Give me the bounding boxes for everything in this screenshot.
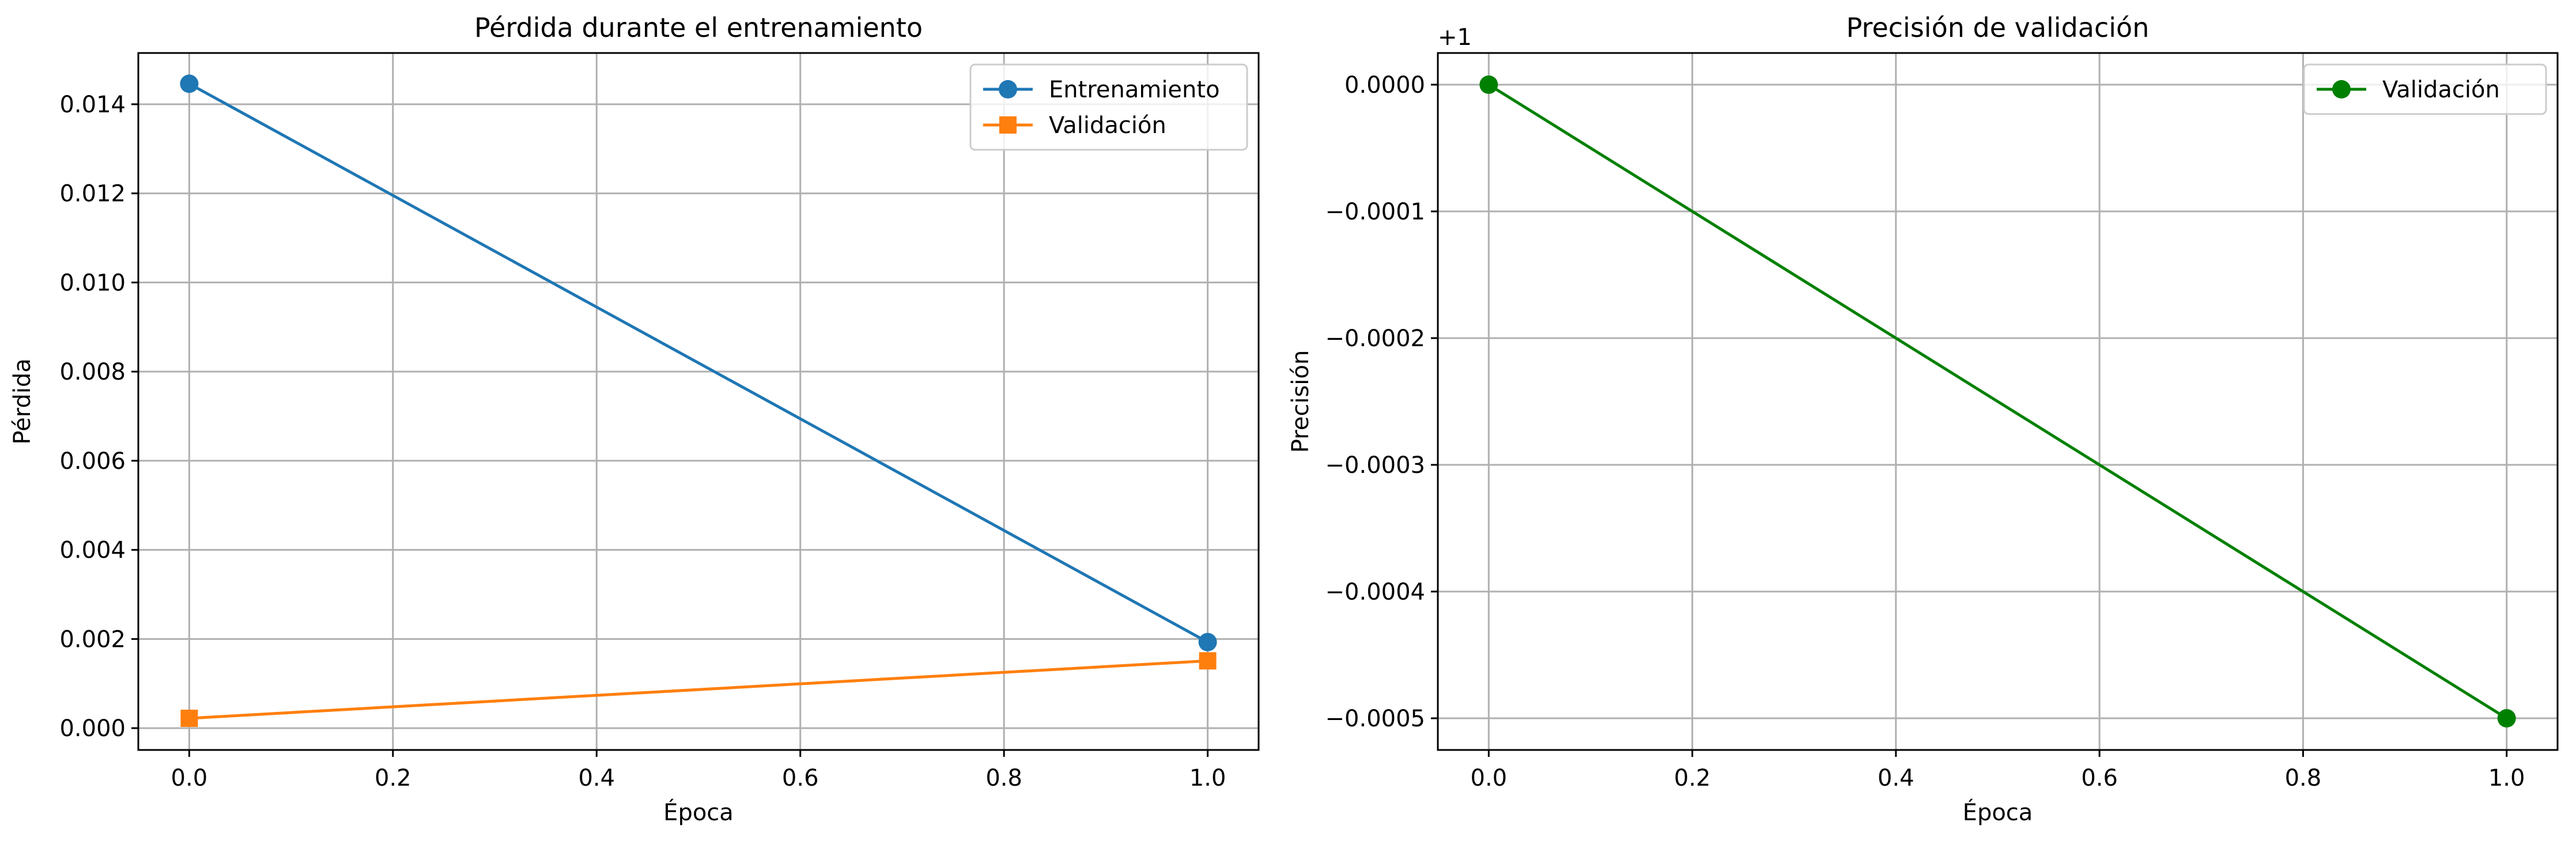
y-tick-label: 0.010 — [59, 270, 126, 296]
x-tick-label: 0.6 — [2081, 765, 2118, 791]
series-line-0 — [188, 82, 1208, 643]
y-tick-label: 0.000 — [59, 715, 126, 742]
data-point — [1198, 632, 1217, 651]
y-tick-label: −0.0003 — [1325, 452, 1425, 479]
y-tick-label: 0.002 — [59, 626, 126, 653]
x-tick-label: 0.6 — [782, 765, 819, 791]
y-tick-label: −0.0002 — [1325, 325, 1425, 352]
data-point — [180, 74, 199, 93]
y-tick-label: 0.014 — [59, 92, 126, 118]
accuracy-chart-panel: 0.0 0.2 0.4 0.6 0.8 1.0 0.0000 −0.0001 −0.0002 −0… — [1287, 12, 2559, 826]
y-tick-label: 0.008 — [59, 359, 126, 385]
x-tick-label: 0.4 — [1878, 765, 1914, 791]
data-point — [1479, 75, 1498, 94]
y-tick-label: −0.0001 — [1325, 199, 1425, 225]
legend-label: Validación — [1049, 112, 1166, 139]
chart-title: Pérdida durante el entrenamiento — [474, 12, 923, 43]
legend-marker — [2332, 80, 2351, 98]
legend-box — [969, 63, 1248, 151]
y-tick-label: 0.012 — [59, 181, 126, 207]
y-axis-label: Precisión — [1287, 350, 1314, 453]
x-tick-label: 0.0 — [1471, 765, 1508, 791]
x-tick-label: 1.0 — [1189, 765, 1226, 791]
chart-title: Precisión de validación — [1846, 12, 2150, 43]
y-tick-label: 0.006 — [59, 448, 126, 475]
plot-frame — [137, 52, 1260, 751]
series-line-1 — [189, 659, 1208, 720]
legend-label: Validación — [2382, 77, 2500, 103]
x-tick-label: 0.8 — [985, 765, 1022, 791]
legend-box — [2303, 63, 2547, 115]
x-tick-label: 1.0 — [2488, 765, 2525, 791]
x-axis-label: Época — [663, 798, 734, 826]
x-tick-label: 0.2 — [375, 765, 411, 791]
data-point — [1199, 652, 1217, 670]
y-tick-label: −0.0004 — [1325, 579, 1425, 605]
y-tick-label: 0.004 — [59, 537, 126, 564]
data-point — [180, 710, 198, 727]
x-axis-label: Época — [1963, 798, 2033, 826]
series-line-0 — [1487, 83, 2508, 720]
y-tick-label: −0.0005 — [1325, 706, 1425, 732]
y-tick-label: 0.0000 — [1344, 72, 1425, 98]
loss-chart-panel: 0.0 0.2 0.4 0.6 0.8 1.0 0.000 0.002 0.004 0.006 0.… — [9, 12, 1260, 826]
x-tick-label: 0.4 — [578, 765, 615, 791]
x-tick-label: 0.8 — [2285, 765, 2322, 791]
x-tick-label: 0.0 — [171, 765, 208, 791]
legend-marker — [999, 116, 1017, 134]
x-tick-label: 0.2 — [1674, 765, 1711, 791]
y-offset-label: +1 — [1438, 24, 1472, 51]
legend-label: Entrenamiento — [1049, 77, 1220, 103]
y-axis-label: Pérdida — [9, 358, 36, 444]
legend-marker — [999, 80, 1017, 98]
plot-frame — [1437, 52, 2559, 751]
data-point — [2497, 709, 2516, 727]
